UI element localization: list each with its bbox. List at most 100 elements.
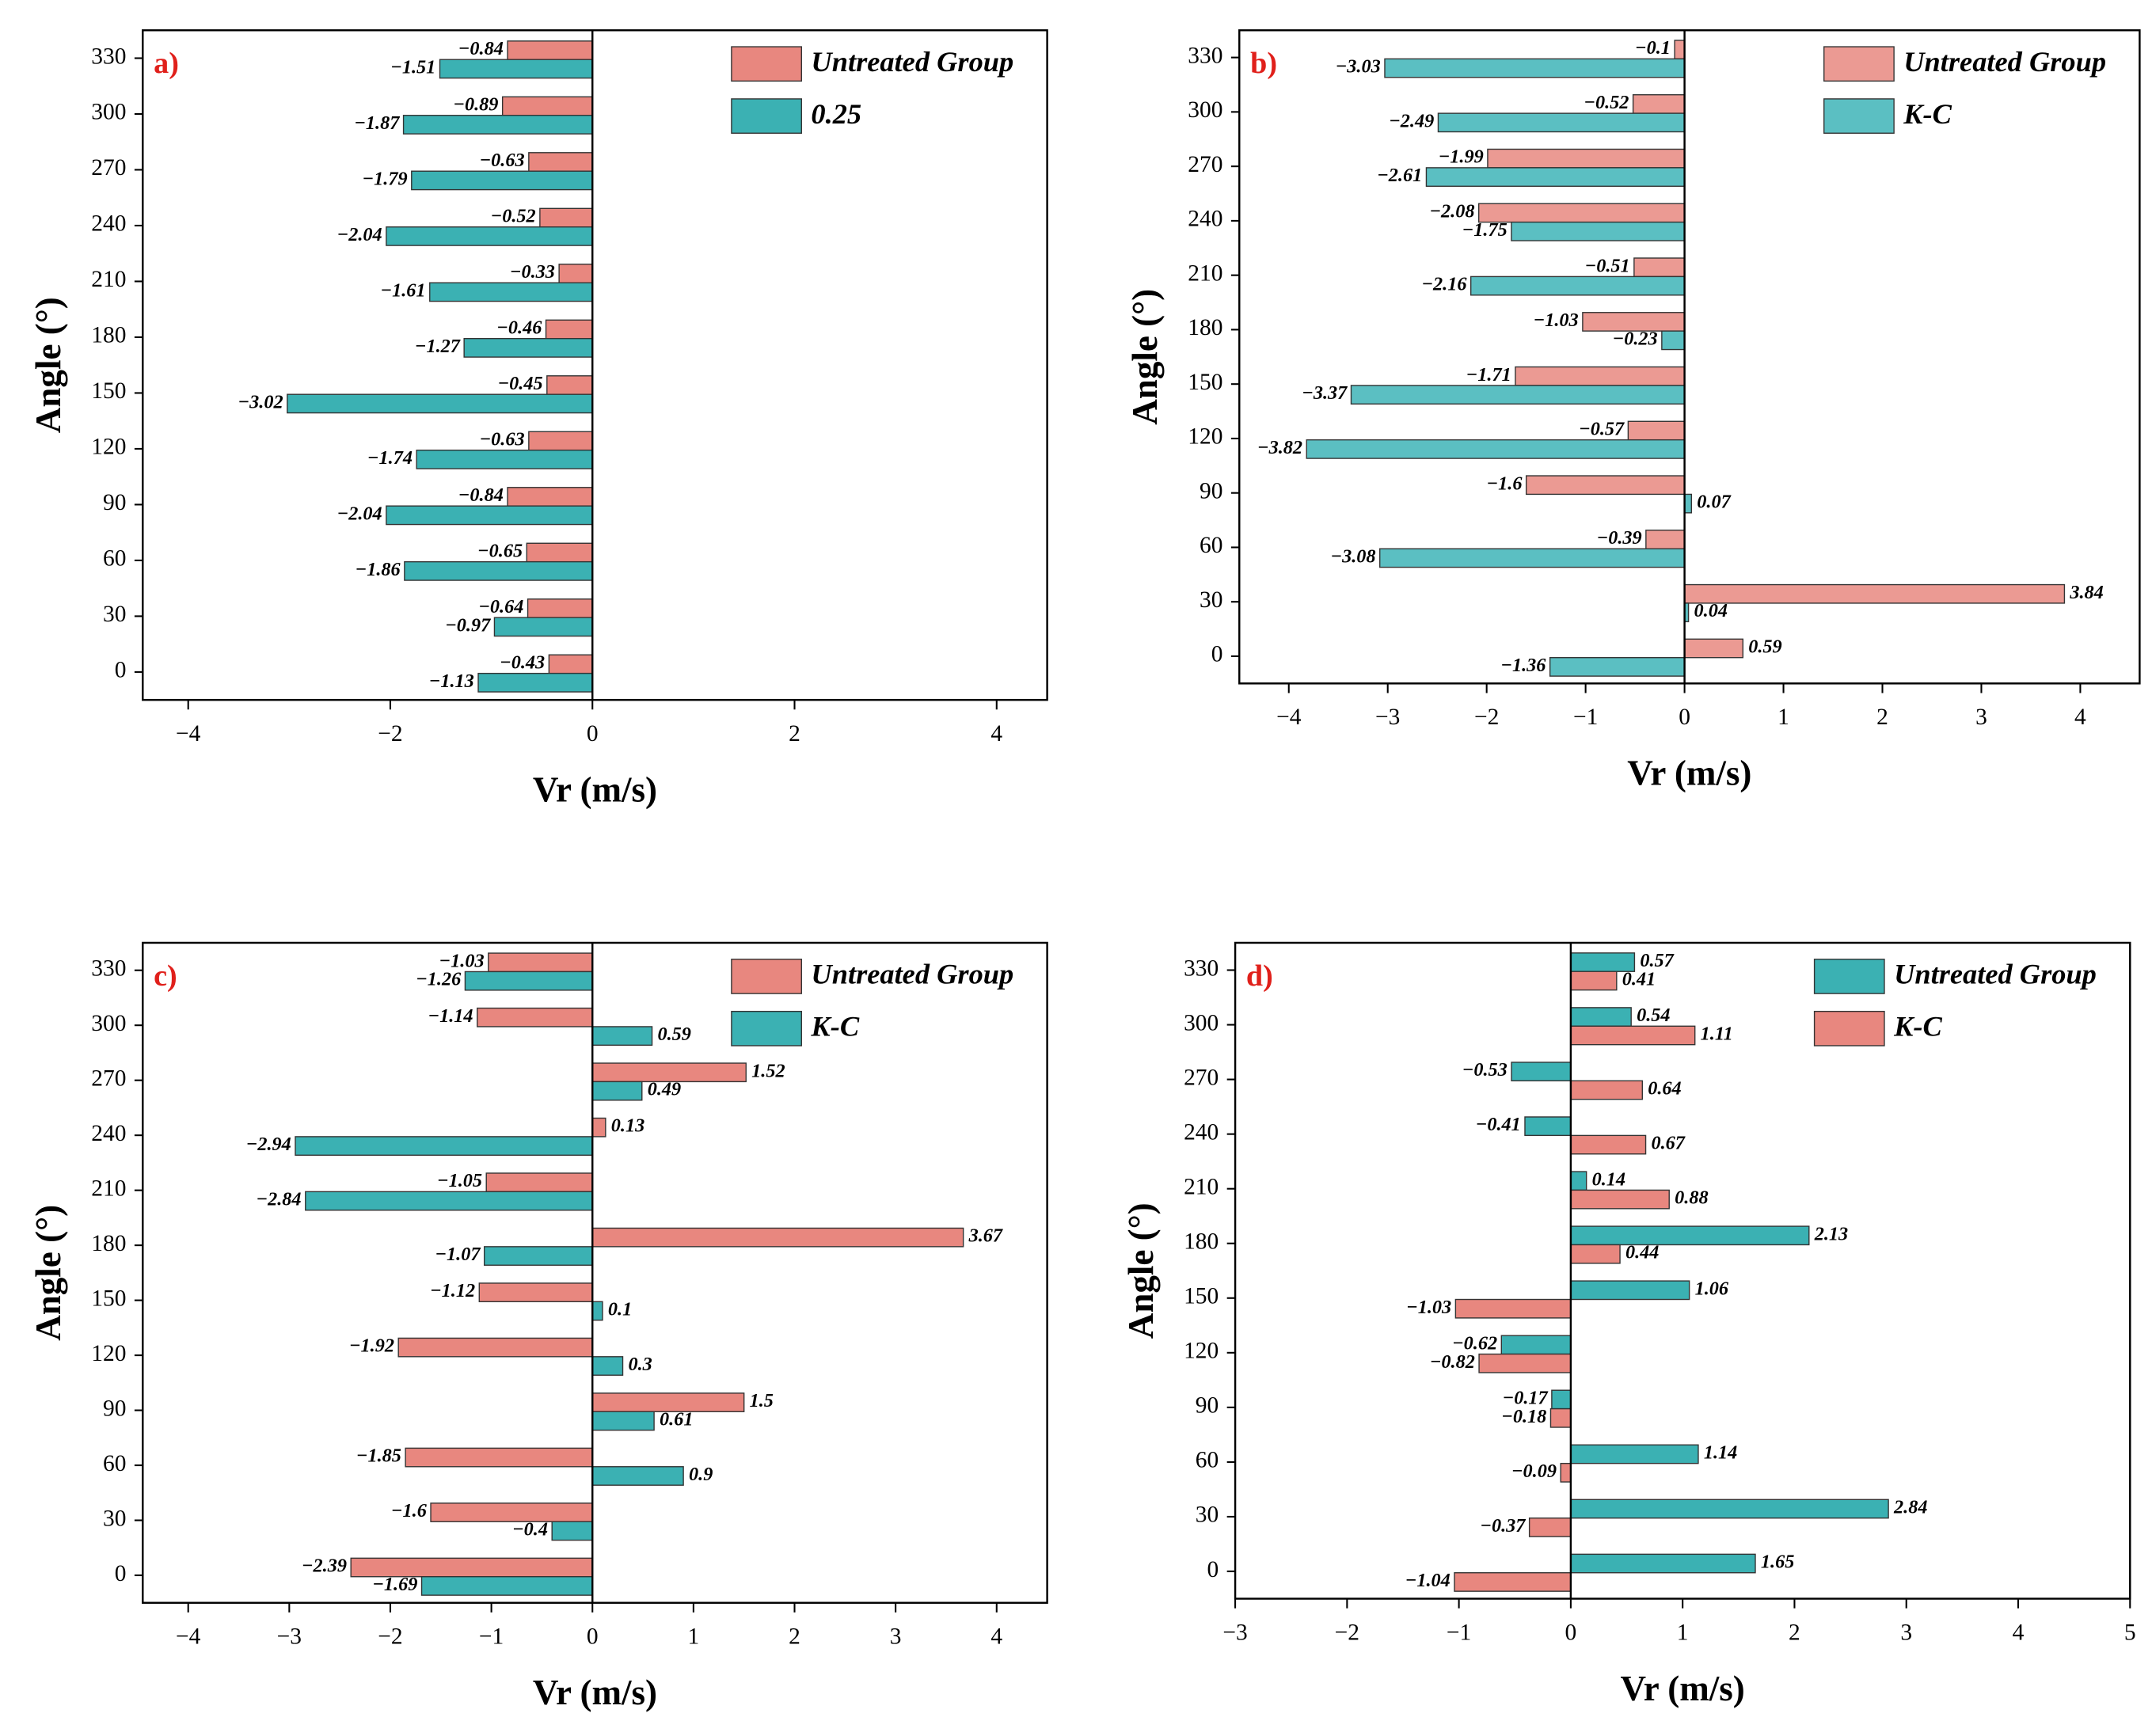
x-tick-label: −3 xyxy=(277,1624,302,1650)
x-tick-label: −4 xyxy=(1276,705,1302,730)
value-label: 0.57 xyxy=(1640,950,1674,971)
value-label: −1.75 xyxy=(1462,219,1508,241)
x-tick-label: −1 xyxy=(479,1624,504,1650)
bar xyxy=(305,1191,593,1211)
legend-swatch xyxy=(731,1010,803,1047)
y-tick-label: 180 xyxy=(91,1231,126,1256)
bar xyxy=(386,226,593,246)
x-tick-label: −2 xyxy=(1335,1620,1359,1645)
bar xyxy=(1683,638,1744,659)
bar xyxy=(1570,1244,1621,1264)
x-axis-title: Vr (m/s) xyxy=(1621,1669,1745,1708)
y-tick-label: 150 xyxy=(91,1286,126,1311)
panel: −3 −2 −1 0 1 2 3 4 5 0 1.65 −1.04 30 2.84 −0.37 60 1.14 −… xyxy=(1121,941,2136,1708)
value-label: −3.08 xyxy=(1330,545,1375,567)
bar xyxy=(551,1521,593,1541)
y-tick-label: 150 xyxy=(1184,1284,1219,1309)
value-label: 0.13 xyxy=(611,1115,644,1137)
x-tick-label: 2 xyxy=(789,721,800,746)
bar xyxy=(1645,530,1686,549)
value-label: −1.85 xyxy=(356,1445,401,1467)
value-label: 1.5 xyxy=(750,1390,774,1411)
x-tick-label: −4 xyxy=(176,721,201,746)
bar xyxy=(1674,40,1686,60)
bar xyxy=(1570,1444,1699,1464)
bar xyxy=(526,542,593,563)
y-tick-label: 300 xyxy=(1184,1010,1219,1035)
y-tick-label: 240 xyxy=(91,1121,126,1146)
value-label: 1.14 xyxy=(1704,1442,1737,1464)
value-label: 0.67 xyxy=(1651,1133,1685,1154)
value-label: 1.06 xyxy=(1695,1278,1729,1299)
y-tick-label: 120 xyxy=(1188,424,1222,450)
value-label: −3.02 xyxy=(238,391,283,412)
value-label: 1.65 xyxy=(1761,1552,1794,1573)
value-label: −0.52 xyxy=(491,206,536,227)
y-tick-label: 30 xyxy=(103,1506,126,1531)
bar xyxy=(463,337,593,358)
value-label: −0.23 xyxy=(1613,328,1658,349)
bar xyxy=(1570,1171,1587,1191)
value-label: −0.64 xyxy=(478,596,523,617)
bar xyxy=(1524,1116,1572,1137)
bar xyxy=(1511,1062,1572,1082)
value-label: −1.6 xyxy=(391,1500,428,1521)
y-tick-label: 210 xyxy=(1188,260,1222,286)
y-tick-label: 60 xyxy=(1200,533,1222,558)
value-label: −1.07 xyxy=(435,1244,481,1265)
value-label: −0.17 xyxy=(1503,1387,1549,1408)
value-label: −0.53 xyxy=(1462,1059,1508,1081)
y-tick-label: 60 xyxy=(103,1451,126,1476)
x-tick-label: 1 xyxy=(688,1624,700,1650)
x-tick-label: 0 xyxy=(587,1624,599,1650)
value-label: −0.41 xyxy=(1476,1114,1521,1135)
bar xyxy=(295,1136,593,1156)
x-tick-label: 4 xyxy=(990,721,1002,746)
value-label: −3.37 xyxy=(1302,382,1348,404)
bar xyxy=(1661,330,1686,351)
bar xyxy=(1500,1335,1572,1355)
value-label: −1.03 xyxy=(439,950,484,971)
bar xyxy=(527,598,593,618)
value-label: −1.86 xyxy=(355,559,401,580)
bar xyxy=(397,1337,593,1358)
y-tick-label: 180 xyxy=(1184,1229,1219,1254)
y-tick-label: 90 xyxy=(103,490,126,515)
bar xyxy=(1570,1134,1647,1155)
y-tick-label: 330 xyxy=(1188,43,1222,68)
y-tick-label: 270 xyxy=(1184,1065,1219,1090)
y-tick-label: 0 xyxy=(115,658,127,683)
y-tick-label: 120 xyxy=(91,435,126,460)
value-label: −2.04 xyxy=(337,503,382,524)
legend-label: K-C xyxy=(810,1011,859,1043)
x-tick-label: 0 xyxy=(1679,705,1690,730)
value-label: −0.39 xyxy=(1597,527,1642,549)
legend-swatch xyxy=(1813,959,1885,994)
value-label: −1.26 xyxy=(416,969,462,990)
bar xyxy=(1683,493,1693,514)
value-label: 0.44 xyxy=(1625,1242,1659,1263)
value-label: −1.36 xyxy=(1500,655,1546,676)
bar xyxy=(429,282,593,302)
y-tick-label: 240 xyxy=(1188,207,1222,232)
value-label: 0.1 xyxy=(608,1299,632,1320)
value-label: −2.08 xyxy=(1429,200,1474,222)
bar xyxy=(1306,439,1686,459)
value-label: −1.14 xyxy=(428,1005,473,1027)
y-tick-label: 270 xyxy=(91,1066,126,1091)
y-tick-label: 210 xyxy=(91,1176,126,1201)
value-label: −1.71 xyxy=(1466,364,1511,386)
bar xyxy=(485,1172,593,1193)
x-tick-label: 3 xyxy=(1900,1620,1912,1645)
bar xyxy=(404,560,593,581)
value-label: −0.84 xyxy=(458,38,504,59)
value-label: 2.84 xyxy=(1893,1497,1927,1518)
y-tick-label: 30 xyxy=(1196,1502,1219,1528)
bar xyxy=(1627,420,1686,441)
x-tick-label: 2 xyxy=(1876,705,1888,730)
x-tick-label: −2 xyxy=(378,1624,402,1650)
y-tick-label: 90 xyxy=(103,1396,126,1421)
x-tick-label: 2 xyxy=(789,1624,800,1650)
bar xyxy=(1633,257,1686,278)
bar xyxy=(1454,1572,1572,1592)
